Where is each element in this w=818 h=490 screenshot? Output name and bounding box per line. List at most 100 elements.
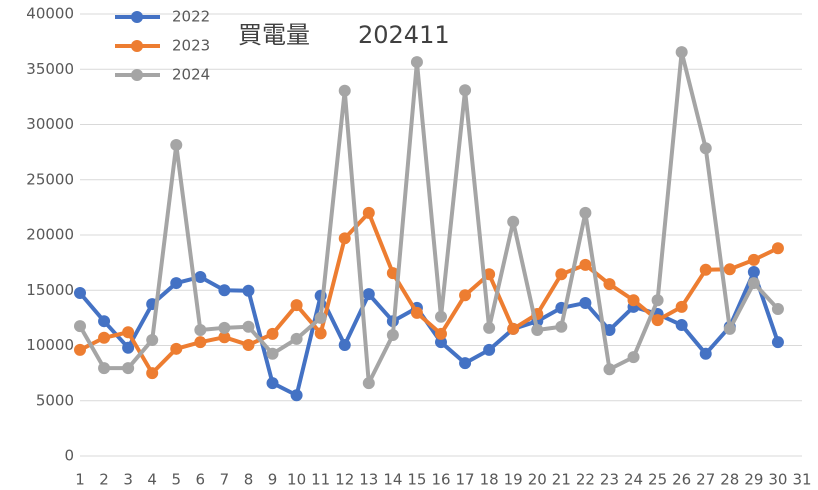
data-point [242, 320, 255, 333]
data-point [459, 357, 472, 370]
data-point [555, 268, 568, 281]
data-point [194, 336, 207, 349]
x-tick-label: 24 [624, 471, 643, 489]
data-point [603, 278, 616, 291]
data-point [98, 362, 111, 375]
data-point [314, 327, 327, 340]
data-point [338, 84, 351, 97]
y-tick-label: 0 [64, 447, 74, 465]
data-point [435, 327, 447, 340]
data-point [483, 268, 496, 281]
data-point [531, 324, 544, 337]
legend-label: 2022 [172, 8, 210, 26]
data-point [651, 294, 664, 307]
data-point [74, 287, 86, 300]
data-point [675, 319, 688, 332]
data-point [507, 215, 520, 228]
x-tick-label: 7 [220, 471, 230, 489]
data-point [699, 347, 712, 360]
data-point [290, 332, 303, 345]
data-point [266, 347, 279, 360]
y-tick-label: 5000 [36, 391, 74, 409]
x-tick-label: 12 [335, 471, 354, 489]
data-point [122, 341, 135, 354]
data-point [579, 206, 592, 219]
chart-title: 買電量 202411 [238, 21, 450, 49]
data-point [651, 314, 664, 327]
data-point [338, 232, 351, 245]
x-tick-label: 4 [147, 471, 157, 489]
legend-label: 2023 [172, 37, 210, 55]
data-point [603, 324, 616, 337]
data-point [627, 351, 640, 364]
y-tick-label: 15000 [26, 281, 74, 299]
data-point [290, 389, 303, 402]
data-point [579, 258, 592, 271]
data-point [74, 320, 86, 333]
data-point [483, 321, 496, 334]
data-point [410, 306, 423, 319]
data-point [266, 327, 279, 340]
data-point [723, 322, 736, 335]
data-point [459, 84, 472, 97]
data-point [699, 142, 712, 155]
x-tick-label: 18 [480, 471, 499, 489]
x-tick-label: 30 [768, 471, 787, 489]
data-point [194, 324, 207, 337]
data-point [146, 367, 159, 380]
data-point [771, 336, 784, 349]
x-tick-label: 22 [576, 471, 595, 489]
data-point [242, 284, 255, 297]
data-point [435, 336, 447, 349]
data-point [146, 333, 159, 346]
data-point [170, 342, 183, 355]
x-tick-label: 2 [99, 471, 109, 489]
data-point [483, 343, 496, 356]
x-tick-label: 6 [196, 471, 206, 489]
x-tick-label: 28 [720, 471, 739, 489]
data-point [170, 138, 183, 151]
x-tick-label: 20 [528, 471, 547, 489]
data-point [338, 338, 351, 351]
x-tick-label: 1 [75, 471, 85, 489]
data-point [362, 377, 375, 390]
x-tick-label: 21 [552, 471, 571, 489]
data-point [314, 311, 327, 324]
x-tick-label: 8 [244, 471, 254, 489]
data-point [723, 263, 736, 276]
data-point [266, 377, 279, 390]
data-point [98, 331, 111, 344]
x-tick-label: 25 [648, 471, 667, 489]
data-point [98, 315, 111, 328]
data-point [771, 303, 784, 316]
data-point [242, 338, 255, 351]
data-point [747, 266, 760, 279]
x-tick-label: 5 [171, 471, 181, 489]
data-point [386, 329, 399, 342]
x-tick-label: 15 [407, 471, 426, 489]
data-point [459, 289, 472, 302]
data-point [675, 46, 688, 59]
data-point [290, 299, 303, 312]
data-point [771, 242, 784, 255]
x-tick-label: 17 [456, 471, 475, 489]
x-tick-label: 10 [287, 471, 306, 489]
x-tick-label: 11 [311, 471, 330, 489]
x-tick-label: 19 [504, 471, 523, 489]
y-tick-label: 10000 [26, 336, 74, 354]
data-point [74, 343, 86, 356]
x-tick-label: 3 [123, 471, 133, 489]
x-tick-label: 29 [744, 471, 763, 489]
data-point [122, 326, 135, 339]
data-point [362, 206, 375, 219]
legend-marker [131, 11, 143, 23]
data-point [747, 253, 760, 266]
y-tick-label: 20000 [26, 226, 74, 244]
legend-marker [131, 40, 143, 52]
data-point [435, 310, 447, 323]
data-point [122, 362, 135, 375]
x-tick-label: 16 [431, 471, 450, 489]
legend-marker [131, 69, 143, 81]
data-point [410, 56, 423, 69]
